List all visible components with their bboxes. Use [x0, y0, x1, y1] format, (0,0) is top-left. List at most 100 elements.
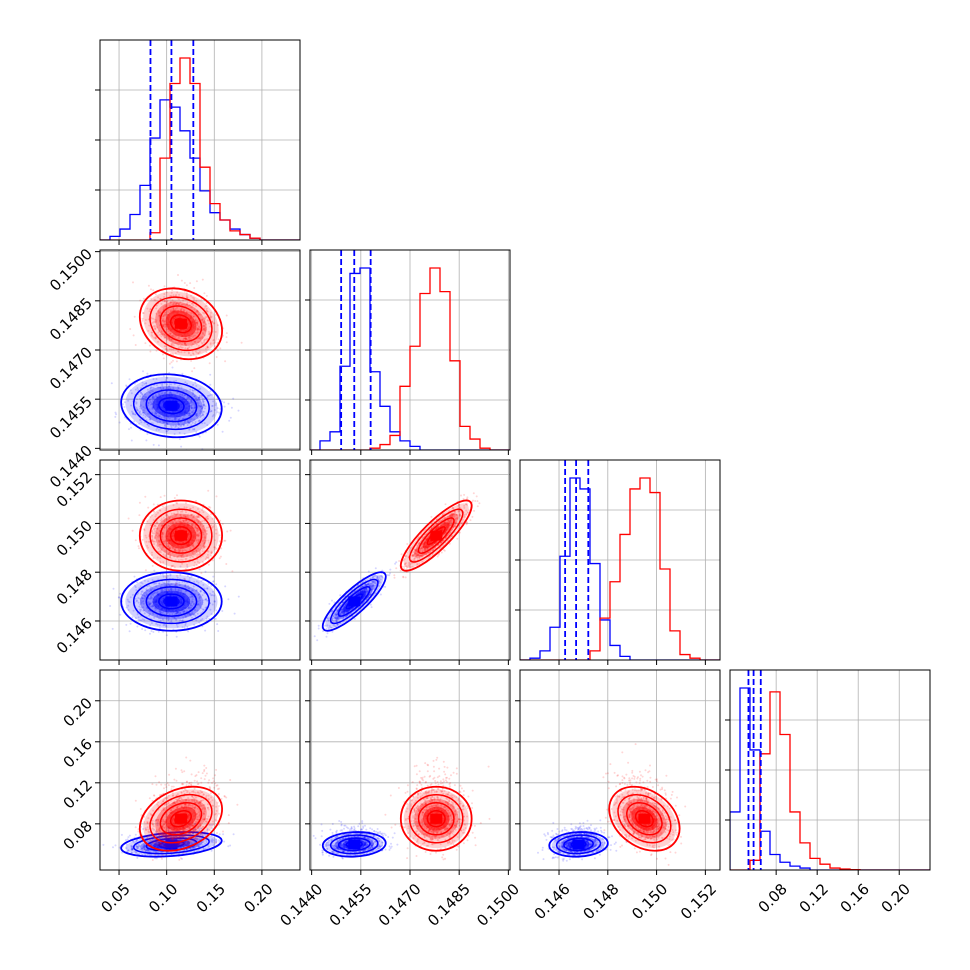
scatter-point: [474, 500, 477, 502]
scatter-point: [147, 401, 150, 404]
scatter-point: [209, 314, 212, 317]
scatter-point: [317, 627, 320, 630]
scatter-point: [125, 384, 128, 387]
scatter-point: [196, 327, 199, 330]
scatter-point: [143, 609, 146, 612]
scatter-point: [203, 341, 205, 344]
scatter-point: [179, 565, 182, 568]
contour-line: [169, 526, 192, 546]
scatter-point: [148, 603, 151, 606]
scatter-point: [142, 599, 145, 602]
scatter-point: [197, 593, 200, 596]
scatter-point: [184, 585, 187, 588]
scatter-point: [118, 596, 120, 599]
scatter-point: [155, 522, 158, 525]
scatter-point: [336, 616, 339, 619]
scatter-point: [185, 295, 188, 298]
scatter-point: [196, 320, 199, 323]
scatter-point: [191, 600, 193, 603]
scatter-point: [366, 583, 369, 586]
scatter-point: [202, 544, 205, 547]
scatter-point: [187, 397, 190, 400]
scatter-point: [154, 337, 157, 340]
scatter-point: [174, 336, 177, 339]
scatter-point: [172, 333, 175, 336]
scatter-point: [151, 587, 154, 590]
scatter-point: [478, 502, 481, 505]
scatter-point: [184, 578, 187, 581]
scatter-point: [188, 311, 190, 314]
scatter-point: [181, 553, 184, 556]
scatter-point: [150, 534, 153, 537]
scatter-point: [202, 400, 205, 403]
scatter-point: [186, 382, 189, 385]
scatter-point: [158, 393, 160, 396]
scatter-point: [150, 595, 152, 598]
scatter-point: [176, 550, 179, 552]
scatter-point: [136, 613, 139, 616]
scatter-point: [158, 610, 161, 613]
scatter-point: [149, 588, 152, 591]
scatter-point: [218, 540, 221, 543]
scatter-point: [144, 322, 147, 325]
scatter-point: [469, 519, 472, 522]
scatter-point: [128, 428, 130, 431]
scatter-point: [146, 433, 149, 435]
scatter-point: [216, 398, 219, 401]
scatter-point: [153, 525, 156, 528]
scatter-point: [164, 509, 167, 512]
scatter-point: [191, 514, 194, 517]
scatter-point: [140, 391, 142, 394]
scatter-point: [184, 341, 187, 344]
scatter-point: [166, 422, 169, 425]
scatter-point: [163, 623, 166, 626]
scatter-point: [163, 333, 166, 336]
scatter-point: [214, 617, 217, 620]
scatter-point: [173, 566, 176, 569]
scatter-point: [166, 386, 168, 389]
scatter-point: [185, 586, 188, 589]
scatter-point: [225, 332, 228, 335]
scatter-point: [202, 545, 205, 548]
scatter-point: [184, 615, 187, 618]
scatter-point: [220, 547, 223, 550]
scatter-point: [166, 422, 168, 424]
scatter-point: [201, 342, 204, 345]
scatter-point: [172, 342, 175, 345]
scatter-point: [112, 587, 115, 590]
scatter-point: [155, 591, 158, 594]
scatter-point: [176, 306, 179, 309]
scatter-point: [184, 337, 187, 340]
scatter-point: [151, 535, 154, 538]
scatter-point: [193, 603, 195, 606]
scatter-point: [151, 390, 154, 393]
scatter-point: [192, 335, 195, 337]
scatter-point: [152, 503, 155, 506]
scatter-point: [197, 603, 200, 606]
scatter-point: [196, 403, 199, 406]
scatter-point: [201, 509, 204, 512]
scatter-point: [175, 521, 178, 524]
scatter-point: [180, 558, 183, 561]
scatter-point: [157, 309, 160, 312]
scatter-point: [168, 516, 171, 519]
scatter-point: [199, 595, 202, 598]
scatter-point: [216, 407, 219, 410]
scatter-point: [206, 345, 209, 348]
scatter-point: [159, 509, 162, 512]
scatter-point: [203, 307, 206, 310]
scatter-point: [178, 554, 181, 557]
scatter-point: [369, 582, 372, 585]
scatter-point: [153, 543, 156, 545]
scatter-point: [202, 410, 204, 413]
scatter-point: [173, 513, 176, 516]
scatter-point: [200, 405, 203, 408]
scatter-point: [163, 421, 166, 424]
scatter-point: [143, 411, 146, 414]
scatter-point: [191, 589, 193, 592]
scatter-point: [193, 613, 196, 616]
scatter-point: [138, 411, 141, 414]
scatter-point: [180, 555, 183, 558]
scatter-point: [346, 615, 348, 618]
